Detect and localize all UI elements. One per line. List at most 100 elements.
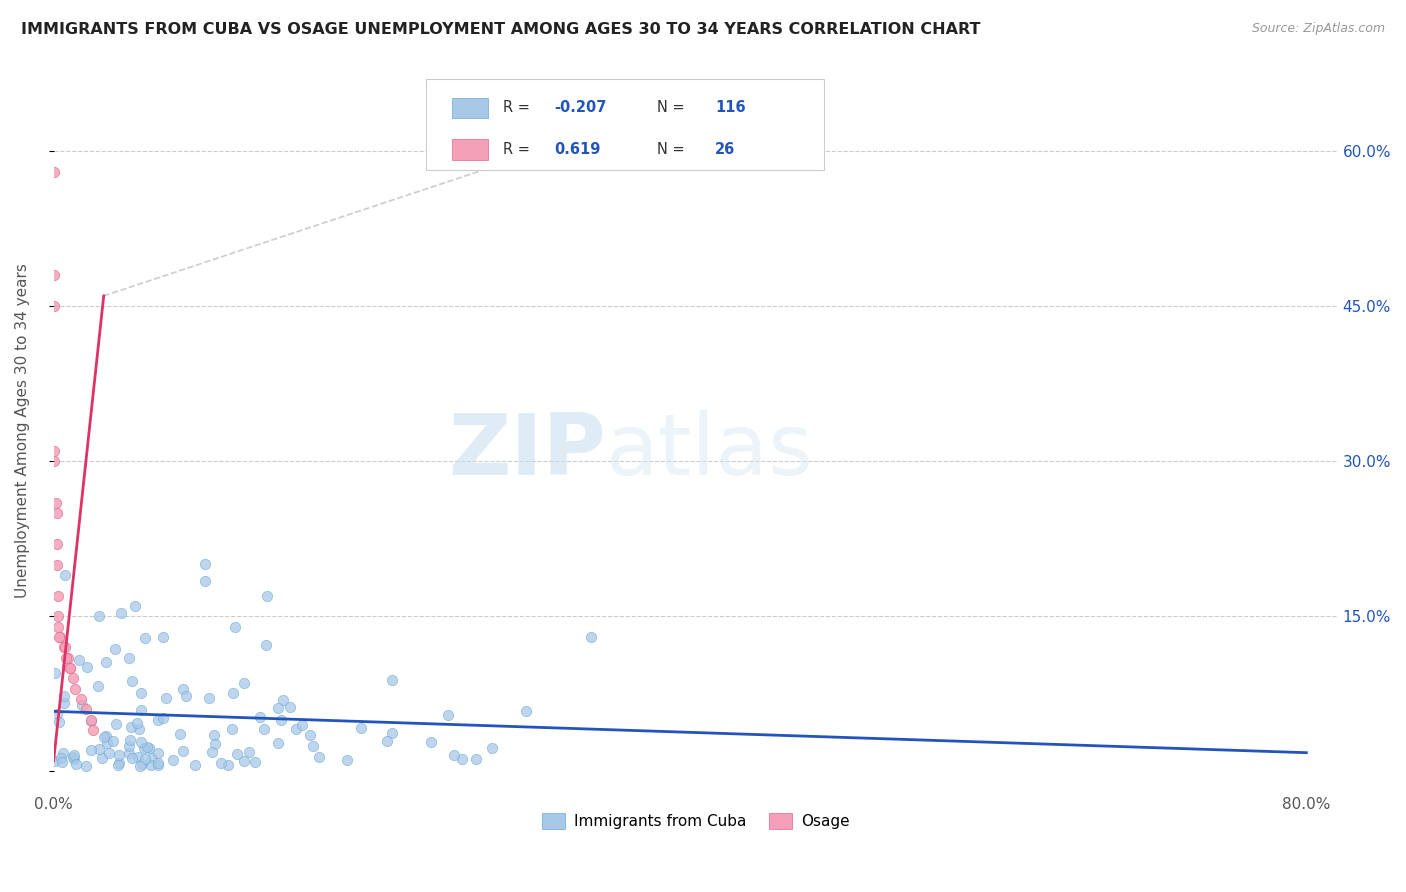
FancyBboxPatch shape	[451, 98, 488, 118]
Text: R =: R =	[503, 101, 534, 115]
Point	[63, 681, 86, 696]
Point	[48, 619, 70, 633]
Point	[217, 757, 239, 772]
Point	[44, 444, 66, 458]
Point	[515, 704, 537, 718]
Point	[104, 717, 127, 731]
Point	[136, 740, 159, 755]
Point	[65, 757, 87, 772]
Point	[278, 700, 301, 714]
Point	[46, 558, 69, 572]
Point	[155, 690, 177, 705]
Point	[146, 756, 169, 771]
Point	[93, 731, 115, 745]
Point	[49, 630, 72, 644]
Point	[107, 758, 129, 772]
Point	[249, 710, 271, 724]
FancyBboxPatch shape	[426, 79, 824, 169]
Point	[120, 720, 142, 734]
Legend: Immigrants from Cuba, Osage: Immigrants from Cuba, Osage	[536, 806, 856, 835]
Point	[194, 557, 217, 571]
Point	[481, 740, 503, 755]
Point	[44, 454, 66, 468]
Point	[121, 750, 143, 764]
Point	[451, 752, 474, 766]
Point	[129, 758, 152, 772]
Text: IMMIGRANTS FROM CUBA VS OSAGE UNEMPLOYMENT AMONG AGES 30 TO 34 YEARS CORRELATION: IMMIGRANTS FROM CUBA VS OSAGE UNEMPLOYME…	[21, 22, 980, 37]
Point	[89, 609, 111, 624]
Text: 26: 26	[714, 142, 735, 157]
Point	[174, 689, 197, 703]
Point	[53, 640, 76, 655]
Point	[97, 746, 120, 760]
Point	[62, 752, 84, 766]
Point	[108, 756, 131, 771]
Point	[53, 696, 76, 710]
Point	[46, 589, 69, 603]
Point	[110, 607, 132, 621]
Point	[127, 750, 149, 764]
Point	[42, 268, 65, 283]
Point	[51, 751, 73, 765]
Text: 116: 116	[714, 101, 745, 115]
Point	[75, 702, 97, 716]
Point	[118, 739, 141, 754]
Point	[79, 714, 101, 728]
Point	[52, 689, 75, 703]
Point	[67, 653, 90, 667]
Text: N =: N =	[657, 101, 689, 115]
Point	[169, 727, 191, 741]
Point	[46, 609, 69, 624]
Point	[146, 757, 169, 772]
Point	[202, 728, 225, 742]
Point	[46, 706, 69, 721]
FancyBboxPatch shape	[451, 139, 488, 160]
Point	[221, 722, 243, 736]
Text: Source: ZipAtlas.com: Source: ZipAtlas.com	[1251, 22, 1385, 36]
Text: R =: R =	[503, 142, 538, 157]
Point	[443, 747, 465, 762]
Point	[256, 589, 278, 603]
Text: N =: N =	[657, 142, 689, 157]
Point	[52, 640, 75, 655]
Text: atlas: atlas	[606, 410, 814, 493]
Point	[285, 722, 308, 736]
Point	[172, 681, 194, 696]
Point	[82, 723, 104, 737]
Point	[44, 665, 66, 680]
Point	[271, 693, 294, 707]
Point	[48, 714, 70, 729]
Point	[76, 660, 98, 674]
Point	[148, 713, 170, 727]
Point	[131, 757, 153, 772]
Point	[381, 726, 404, 740]
Point	[336, 753, 359, 767]
Point	[94, 729, 117, 743]
Point	[238, 746, 260, 760]
Point	[52, 746, 75, 760]
Point	[132, 741, 155, 756]
Point	[211, 756, 233, 770]
Point	[101, 734, 124, 748]
Point	[129, 686, 152, 700]
Point	[121, 673, 143, 688]
Point	[267, 736, 290, 750]
Point	[233, 755, 256, 769]
Point	[79, 713, 101, 727]
Point	[162, 753, 184, 767]
Point	[86, 679, 108, 693]
Point	[152, 711, 174, 725]
Point	[118, 746, 141, 760]
Point	[94, 656, 117, 670]
Point	[56, 659, 79, 673]
Point	[172, 744, 194, 758]
Y-axis label: Unemployment Among Ages 30 to 34 years: Unemployment Among Ages 30 to 34 years	[15, 263, 30, 598]
Point	[194, 574, 217, 588]
Point	[381, 673, 404, 687]
Point	[124, 599, 146, 613]
Point	[138, 740, 160, 755]
Point	[90, 751, 112, 765]
Point	[141, 751, 163, 765]
Point	[201, 745, 224, 759]
Point	[419, 735, 441, 749]
